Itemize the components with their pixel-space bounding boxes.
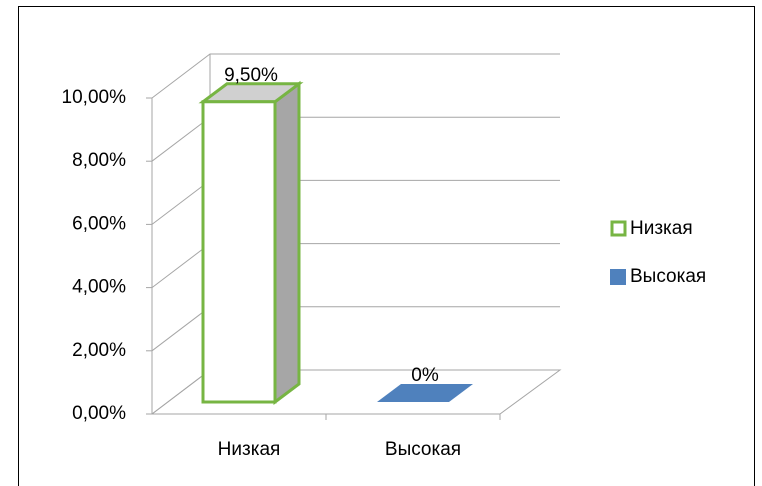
- legend-swatch: [610, 269, 626, 285]
- legend-swatch: [610, 220, 627, 237]
- y-tick-label: 6,00%: [72, 213, 126, 234]
- bar: [198, 80, 304, 405]
- bar-face: [273, 80, 301, 405]
- grid-line: [151, 53, 560, 99]
- data-label: 9,50%: [224, 65, 278, 86]
- x-tick-label: Высокая: [385, 439, 461, 460]
- y-tick-label: 10,00%: [62, 87, 127, 108]
- legend-label: Низкая: [630, 218, 693, 239]
- bar: [377, 384, 473, 402]
- chart-border: [18, 6, 755, 486]
- x-tick-label: Низкая: [218, 439, 281, 460]
- bar-face: [201, 100, 277, 404]
- y-tick-label: 0,00%: [72, 403, 126, 424]
- data-label: 0%: [411, 365, 439, 386]
- legend-label: Высокая: [630, 266, 706, 287]
- y-tick-label: 4,00%: [72, 277, 126, 298]
- y-tick-label: 2,00%: [72, 340, 126, 361]
- y-tick-label: 8,00%: [72, 150, 126, 171]
